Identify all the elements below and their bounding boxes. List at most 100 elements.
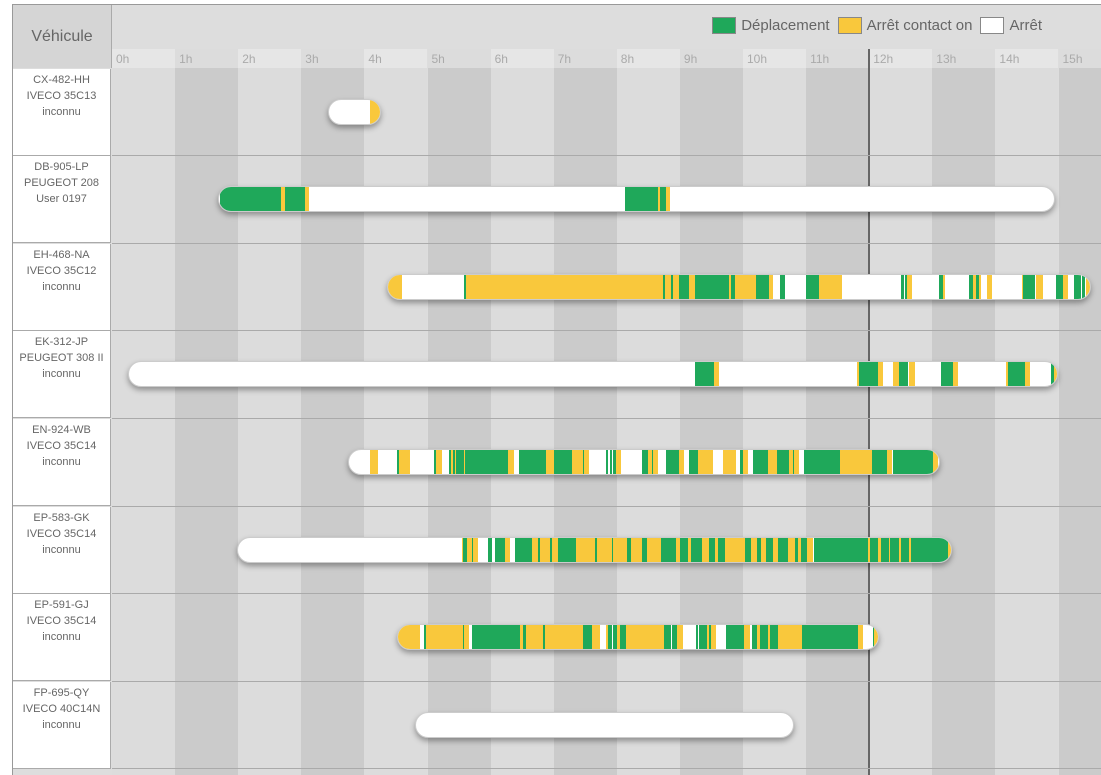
segment-deplacement[interactable] (1056, 275, 1064, 299)
segment-arret-contact-on[interactable] (572, 450, 583, 474)
segment-arret-contact-on[interactable] (768, 450, 777, 474)
segment-deplacement[interactable] (472, 625, 520, 649)
segment-arret-contact-on[interactable] (540, 538, 550, 562)
segment-arret-contact-on[interactable] (909, 362, 915, 386)
segment-deplacement[interactable] (859, 362, 878, 386)
segment-arret-contact-on[interactable] (546, 450, 554, 474)
segment-arret-contact-on[interactable] (473, 538, 477, 562)
segment-arret-contact-on[interactable] (933, 450, 937, 474)
segment-arret-contact-on[interactable] (874, 625, 878, 649)
segment-deplacement[interactable] (778, 538, 788, 562)
segment-arret-contact-on[interactable] (744, 625, 750, 649)
segment-deplacement[interactable] (1074, 275, 1081, 299)
segment-arret-contact-on[interactable] (788, 538, 795, 562)
segment-deplacement[interactable] (519, 450, 546, 474)
segment-arret-contact-on[interactable] (370, 100, 381, 124)
segment-deplacement[interactable] (488, 538, 492, 562)
segment-arret-contact-on[interactable] (616, 450, 621, 474)
segment-arret-contact-on[interactable] (702, 538, 710, 562)
segment-deplacement[interactable] (726, 625, 744, 649)
segment-deplacement[interactable] (554, 450, 572, 474)
segment-deplacement[interactable] (901, 538, 909, 562)
activity-bar[interactable] (415, 712, 794, 738)
activity-bar[interactable] (218, 186, 1055, 212)
segment-deplacement[interactable] (1008, 362, 1025, 386)
activity-bar[interactable] (328, 99, 381, 125)
segment-arret-contact-on[interactable] (526, 625, 542, 649)
segment-deplacement[interactable] (911, 538, 948, 562)
segment-arret-contact-on[interactable] (840, 450, 872, 474)
segment-arret-contact-on[interactable] (743, 450, 748, 474)
segment-arret-contact-on[interactable] (399, 450, 410, 474)
segment-arret-contact-on[interactable] (613, 538, 628, 562)
segment-arret-contact-on[interactable] (858, 625, 863, 649)
segment-arret-contact-on[interactable] (464, 625, 469, 649)
activity-bar[interactable] (348, 449, 940, 475)
segment-deplacement[interactable] (699, 625, 707, 649)
segment-deplacement[interactable] (679, 275, 689, 299)
segment-arret-contact-on[interactable] (679, 450, 684, 474)
segment-deplacement[interactable] (1023, 275, 1035, 299)
segment-arret-contact-on[interactable] (653, 450, 658, 474)
segment-deplacement[interactable] (689, 450, 698, 474)
segment-deplacement[interactable] (664, 625, 671, 649)
segment-deplacement[interactable] (220, 187, 281, 211)
segment-arret-contact-on[interactable] (979, 275, 982, 299)
segment-arret-contact-on[interactable] (887, 450, 892, 474)
segment-deplacement[interactable] (695, 275, 729, 299)
segment-arret-contact-on[interactable] (794, 450, 799, 474)
segment-arret-contact-on[interactable] (807, 538, 813, 562)
segment-arret-contact-on[interactable] (592, 625, 600, 649)
segment-deplacement[interactable] (806, 275, 819, 299)
segment-arret-contact-on[interactable] (714, 362, 719, 386)
segment-deplacement[interactable] (804, 450, 840, 474)
segment-arret-contact-on[interactable] (769, 275, 773, 299)
segment-deplacement[interactable] (696, 625, 698, 649)
segment-deplacement[interactable] (814, 538, 868, 562)
activity-bar[interactable] (397, 624, 879, 650)
segment-arret-contact-on[interactable] (388, 275, 402, 299)
segment-deplacement[interactable] (718, 538, 725, 562)
segment-deplacement[interactable] (893, 450, 933, 474)
segment-arret-contact-on[interactable] (778, 625, 802, 649)
segment-deplacement[interactable] (691, 538, 702, 562)
segment-deplacement[interactable] (870, 538, 878, 562)
segment-arret-contact-on[interactable] (878, 362, 883, 386)
segment-deplacement[interactable] (695, 362, 714, 386)
segment-deplacement[interactable] (941, 362, 953, 386)
segment-arret-contact-on[interactable] (576, 538, 595, 562)
segment-arret-contact-on[interactable] (647, 538, 661, 562)
segment-arret-contact-on[interactable] (698, 450, 713, 474)
segment-arret-contact-on[interactable] (597, 538, 612, 562)
segment-deplacement[interactable] (285, 187, 305, 211)
segment-deplacement[interactable] (583, 625, 592, 649)
segment-arret-contact-on[interactable] (987, 275, 992, 299)
segment-deplacement[interactable] (881, 538, 889, 562)
segment-deplacement[interactable] (515, 538, 532, 562)
segment-arret-contact-on[interactable] (735, 275, 756, 299)
segment-arret-contact-on[interactable] (819, 275, 842, 299)
segment-arret-contact-on[interactable] (370, 450, 378, 474)
segment-deplacement[interactable] (890, 538, 899, 562)
segment-deplacement[interactable] (606, 450, 608, 474)
segment-deplacement[interactable] (666, 450, 679, 474)
segment-arret-contact-on[interactable] (436, 450, 442, 474)
segment-arret-contact-on[interactable] (584, 450, 588, 474)
segment-arret-contact-on[interactable] (1025, 362, 1030, 386)
segment-deplacement[interactable] (456, 450, 464, 474)
segment-arret-contact-on[interactable] (723, 450, 736, 474)
segment-deplacement[interactable] (901, 275, 904, 299)
segment-arret-contact-on[interactable] (626, 625, 664, 649)
segment-arret-contact-on[interactable] (907, 275, 912, 299)
segment-deplacement[interactable] (558, 538, 576, 562)
segment-deplacement[interactable] (756, 275, 769, 299)
segment-deplacement[interactable] (608, 625, 612, 649)
segment-arret-contact-on[interactable] (943, 275, 946, 299)
segment-arret-contact-on[interactable] (711, 625, 716, 649)
segment-arret-contact-on[interactable] (305, 187, 309, 211)
